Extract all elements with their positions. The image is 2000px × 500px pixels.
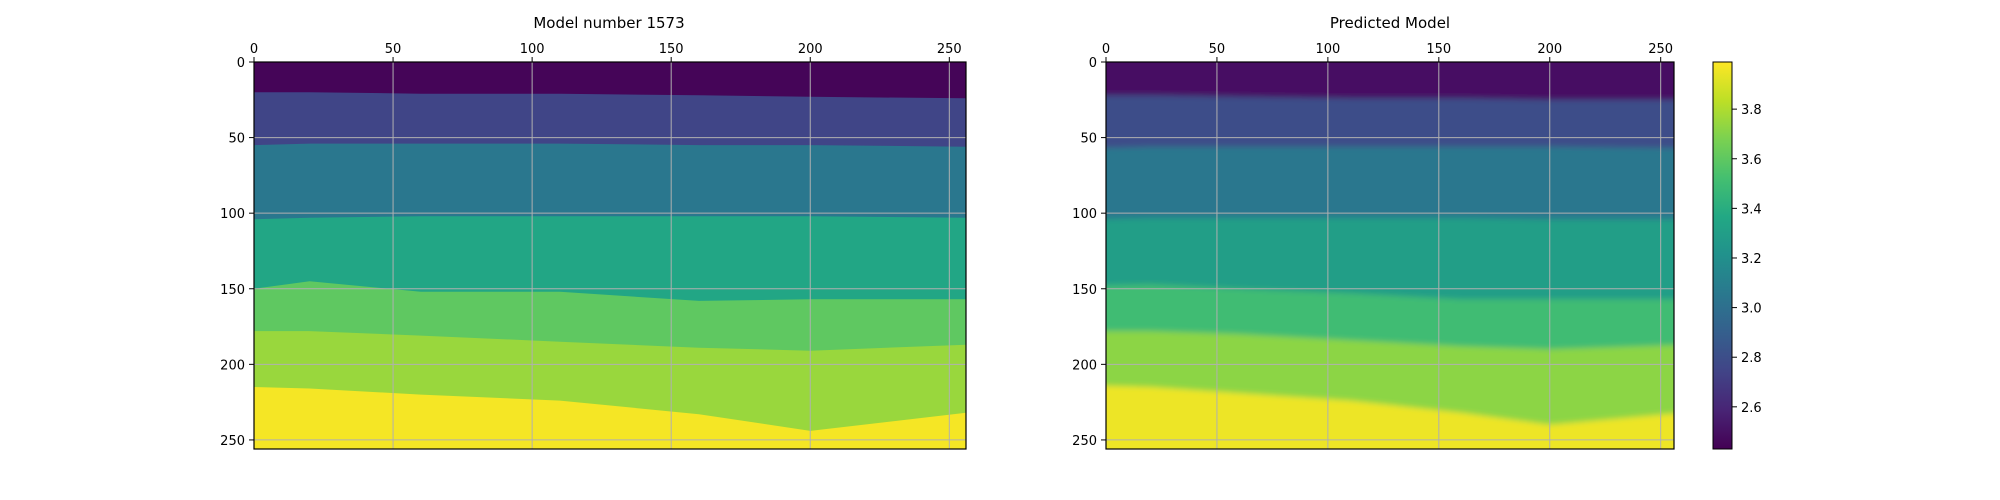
predicted-model-grid <box>1105 61 1674 449</box>
true-model-y-ticks: 0 50 100 150 200 250 <box>220 56 254 449</box>
y-tick-label-0: 0 <box>237 56 245 71</box>
true-model-frame <box>253 61 967 450</box>
colorbar-strip <box>1712 61 1733 450</box>
colorbar-tick-label-3.0: 3.0 <box>1741 302 1762 317</box>
colorbar-tick-label-2.6: 2.6 <box>1741 401 1762 416</box>
panel-true-model: Model number 1573 0 50 100 150 200 250 0 50 100… <box>220 14 967 450</box>
colorbar-tick-label-3.6: 3.6 <box>1741 153 1762 168</box>
colorbar-tick-label-3.2: 3.2 <box>1741 252 1762 267</box>
x-tick-label-50: 50 <box>1209 42 1226 57</box>
true-model-layers <box>254 62 966 449</box>
y-tick-label-50: 50 <box>228 132 245 147</box>
x-tick-label-200: 200 <box>798 42 823 57</box>
x-tick-label-150: 150 <box>1426 42 1451 57</box>
layer-band-7 <box>1106 385 1674 449</box>
x-tick-label-100: 100 <box>1315 42 1340 57</box>
x-tick-label-200: 200 <box>1537 42 1562 57</box>
colorbar-tick-label-3.8: 3.8 <box>1741 103 1762 118</box>
true-model-title: Model number 1573 <box>533 14 684 32</box>
y-tick-label-200: 200 <box>1072 358 1097 373</box>
predicted-model-frame <box>1105 61 1675 450</box>
predicted-model-layers <box>1106 62 1674 449</box>
colorbar-tick-label-3.4: 3.4 <box>1741 202 1762 217</box>
x-tick-label-100: 100 <box>520 42 545 57</box>
true-model-x-ticks: 0 50 100 150 200 250 <box>250 42 962 62</box>
y-tick-label-150: 150 <box>1072 283 1097 298</box>
y-tick-label-100: 100 <box>220 207 245 222</box>
colorbar-ticks: 2.6 2.8 3.0 3.2 3.4 3.6 3.8 <box>1732 103 1762 416</box>
predicted-model-title: Predicted Model <box>1330 14 1450 32</box>
y-tick-label-150: 150 <box>220 283 245 298</box>
y-tick-label-50: 50 <box>1080 132 1097 147</box>
x-tick-label-0: 0 <box>250 42 258 57</box>
x-tick-label-250: 250 <box>1648 42 1673 57</box>
y-tick-label-250: 250 <box>1072 434 1097 449</box>
colorbar-tick-label-2.8: 2.8 <box>1741 351 1762 366</box>
colorbar: 2.6 2.8 3.0 3.2 3.4 3.6 3.8 <box>1712 61 1762 450</box>
predicted-model-x-ticks: 0 50 100 150 200 250 <box>1102 42 1673 62</box>
x-tick-label-250: 250 <box>937 42 962 57</box>
x-tick-label-0: 0 <box>1102 42 1110 57</box>
y-tick-label-250: 250 <box>220 434 245 449</box>
layer-band-7 <box>254 387 966 449</box>
predicted-model-y-ticks: 0 50 100 150 200 250 <box>1072 56 1106 449</box>
panel-predicted-model: Predicted Model 0 50 100 150 200 250 0 50 100 15… <box>1072 14 1675 450</box>
y-tick-label-0: 0 <box>1089 56 1097 71</box>
x-tick-label-50: 50 <box>385 42 402 57</box>
x-tick-label-150: 150 <box>659 42 684 57</box>
y-tick-label-200: 200 <box>220 358 245 373</box>
y-tick-label-100: 100 <box>1072 207 1097 222</box>
